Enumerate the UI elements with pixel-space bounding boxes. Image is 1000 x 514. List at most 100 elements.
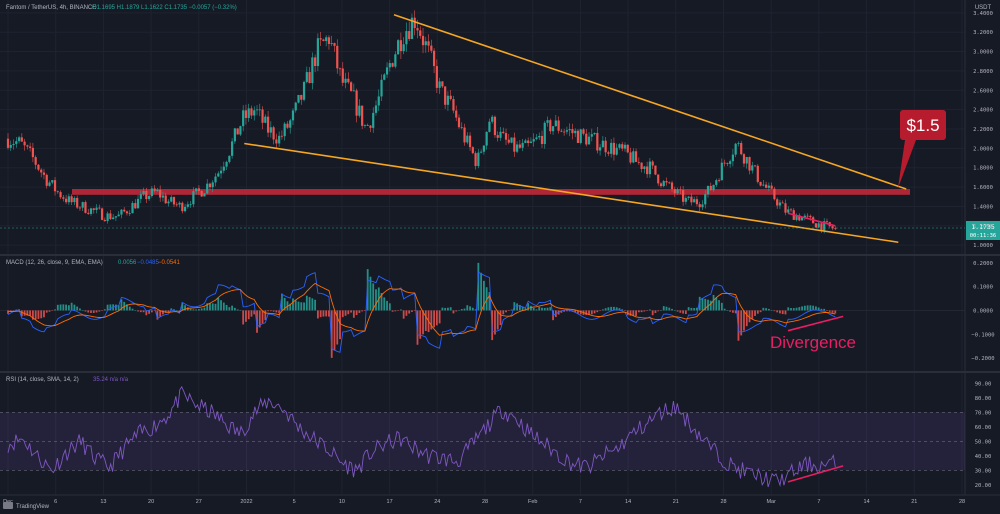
candle-body: [89, 208, 93, 214]
macd-histogram-bar: [264, 310, 267, 321]
candle-body: [634, 151, 638, 162]
last-price-time: 00:11:36: [970, 233, 997, 239]
candle-body: [394, 54, 397, 67]
macd-histogram-bar: [48, 310, 51, 312]
macd-histogram-bar: [505, 310, 507, 313]
macd-line: [7, 271, 836, 353]
candle-body: [145, 191, 148, 200]
upper-trendline[interactable]: [393, 14, 907, 190]
macd-histogram-bar: [660, 310, 662, 311]
candle-body: [29, 146, 32, 148]
candle-body: [626, 144, 629, 153]
candle-body: [167, 201, 170, 204]
candle-body: [737, 143, 740, 144]
macd-histogram-bar: [109, 304, 112, 311]
macd-histogram-bar: [330, 310, 333, 358]
candle-body: [471, 147, 474, 154]
candle-body: [765, 184, 768, 188]
candle-body: [164, 195, 167, 204]
resistance-label: $1.5: [906, 116, 939, 135]
candle-body: [405, 31, 408, 45]
symbol-title[interactable]: Fantom / TetherUS, 4h, BINANCE: [6, 5, 96, 11]
macd-histogram-bar: [250, 310, 253, 317]
candle-body: [546, 120, 549, 123]
candle-body: [336, 45, 339, 69]
rsi-values: 35.24 n/a n/a: [93, 377, 129, 383]
candle-body: [565, 130, 568, 132]
macd-legend[interactable]: MACD (12, 26, close, 9, EMA, EMA): [6, 260, 103, 266]
candle-body: [128, 213, 131, 215]
macd-histogram-bar: [70, 302, 73, 311]
rsi-tick-label: 90.00: [975, 381, 992, 387]
macd-histogram-bar: [471, 307, 474, 311]
macd-histogram-bar: [150, 310, 153, 313]
macd-histogram-bar: [20, 310, 23, 317]
candle-body: [480, 151, 483, 153]
candle-body: [62, 197, 65, 199]
candle-body: [6, 138, 10, 148]
tradingview-logo[interactable]: TradingView: [3, 502, 50, 510]
candle-body: [582, 129, 585, 134]
candle-body: [820, 223, 823, 231]
macd-histogram-bar: [228, 307, 231, 311]
macd-histogram-bar: [386, 300, 388, 311]
macd-histogram-bar: [803, 305, 806, 311]
rsi-axis[interactable]: 90.00 80.00 70.00 60.00 50.00 40.00 30.00 20.00: [975, 381, 992, 489]
lower-trendline[interactable]: [244, 142, 899, 244]
candle-body: [385, 67, 389, 75]
macd-histogram-bar: [530, 305, 532, 311]
candle-body: [186, 204, 189, 207]
candle-body: [131, 203, 134, 214]
macd-histogram-bar: [225, 304, 228, 311]
candle-body: [488, 121, 491, 132]
macd-histogram-bar: [339, 310, 341, 340]
candle-body: [432, 50, 436, 67]
candle-body: [275, 139, 278, 144]
macd-histogram-bar: [394, 310, 397, 312]
candle-body: [45, 174, 48, 186]
macd-histogram-bar: [67, 305, 70, 311]
macd-histogram-bar: [687, 307, 690, 311]
macd-histogram-bar: [447, 307, 449, 311]
macd-histogram-bar: [422, 310, 424, 335]
candle-body: [676, 189, 679, 194]
macd-histogram-bar: [283, 297, 286, 311]
macd-histogram-bar: [684, 310, 687, 315]
macd-value-signal: −0.0541: [158, 260, 181, 266]
candle-body: [543, 122, 546, 144]
macd-histogram-bar: [311, 298, 314, 311]
candle-body: [214, 176, 217, 183]
macd-histogram-bar: [90, 310, 92, 313]
candle-body: [673, 189, 676, 194]
price-axis[interactable]: 3.4000 3.2000 3.0000 2.8000 2.6000 2.4000 2.20…: [973, 11, 993, 249]
rsi-legend[interactable]: RSI (14, close, SMA, 14, 2): [6, 377, 79, 383]
macd-histogram-bar: [289, 303, 292, 311]
macd-histogram-bar: [397, 310, 400, 311]
candle-body: [421, 35, 425, 46]
candle-body: [369, 125, 372, 128]
candle-body: [612, 142, 616, 155]
macd-histogram-bar: [546, 307, 549, 311]
macd-axis[interactable]: 0.2000 0.1000 0.0000 −0.1000 −0.2000: [971, 261, 994, 362]
candle-body: [521, 142, 524, 148]
macd-histogram-bar: [734, 310, 737, 314]
candle-body: [48, 182, 51, 186]
macd-histogram-bar: [651, 310, 654, 316]
macd-histogram-bar: [361, 310, 364, 312]
macd-histogram-bar: [56, 304, 59, 311]
candle-body: [264, 116, 267, 123]
candle-body: [740, 143, 743, 155]
macd-histogram-bar: [192, 309, 195, 311]
macd-histogram-bar: [593, 310, 596, 314]
macd-histogram-bar: [209, 303, 211, 311]
candle-body: [380, 79, 383, 97]
macd-histogram-bar: [690, 307, 693, 311]
macd-histogram-bar: [233, 307, 236, 311]
candle-body: [571, 129, 574, 134]
candle-body: [269, 127, 272, 133]
candle-body: [585, 133, 588, 145]
macd-histogram-bar: [106, 304, 109, 311]
candle-body: [20, 137, 23, 142]
macd-histogram-bar: [54, 309, 56, 311]
